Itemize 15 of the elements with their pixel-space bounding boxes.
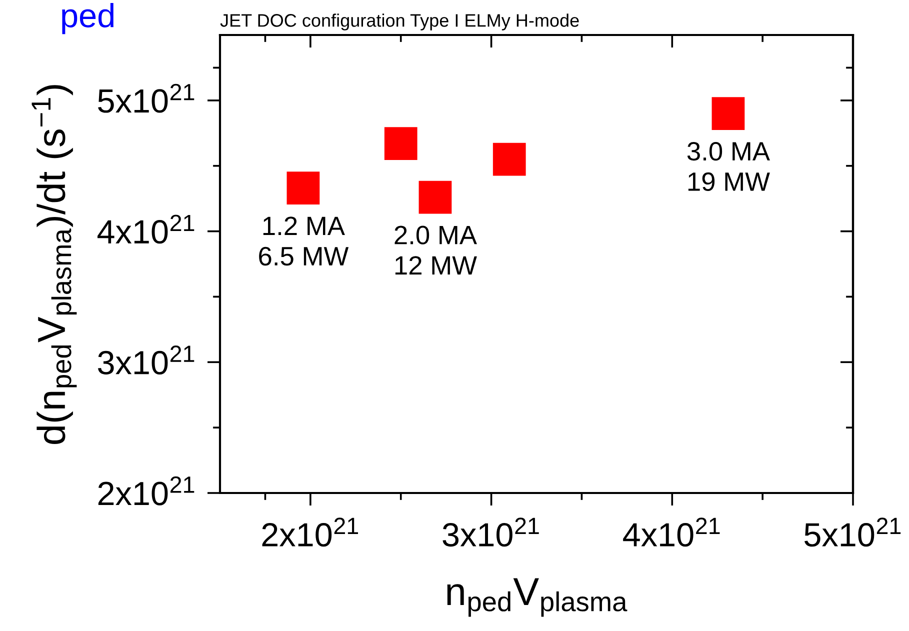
x-tick-label: 3x10$^{21}$ (442, 518, 539, 547)
x-axis-title: n$_{ped}$V$_{plasma}$ (447, 578, 628, 617)
x-tick-label: 2x10$^{21}$ (262, 518, 358, 547)
y-tick-label: 5x10$^{21}$ (98, 84, 194, 113)
text: ped (62, 3, 114, 34)
x-tick-label: 4x10$^{21}$ (623, 518, 720, 547)
y-tick-label: 3x10$^{21}$ (98, 346, 194, 374)
x-tick-label: 5x10$^{21}$ (804, 518, 901, 547)
y-tick-label: 2x10$^{21}$ (98, 476, 194, 506)
annotation: 2.0 MA 12 MW (394, 226, 477, 274)
chart-title: JET DOC configuration Type I ELMy H-mode (220, 14, 579, 30)
annotation: 1.2 MA 6.5 MW (259, 216, 349, 266)
y-axis-title: d(n$_{ped}$V$_{plasma}$)/dt (s$^{−1}$) (32, 85, 77, 444)
annotation: 3.0 MA 19 MW (687, 142, 770, 192)
y-tick-label: 4x10$^{21}$ (97, 214, 194, 244)
